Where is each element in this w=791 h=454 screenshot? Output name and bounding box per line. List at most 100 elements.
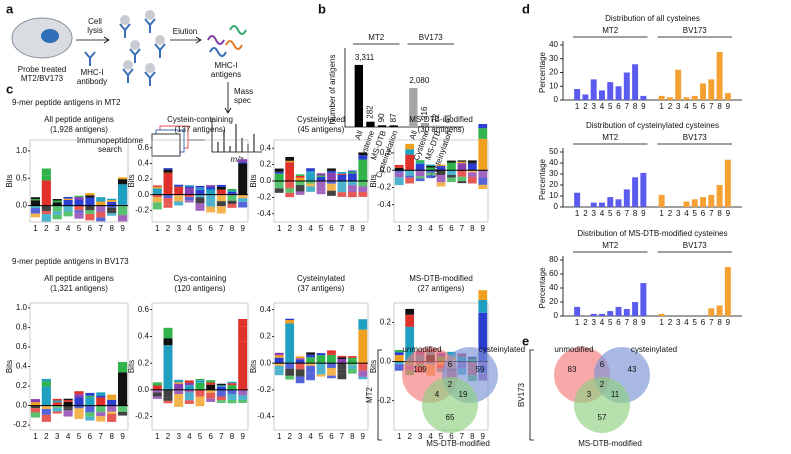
y-axis-label: Percentage	[538, 51, 547, 92]
x-tick-label: 6	[701, 209, 706, 218]
logo-letter	[74, 408, 84, 414]
logo-letter	[52, 202, 62, 206]
arrow-head	[224, 107, 232, 114]
logo-letter	[52, 211, 62, 215]
logo-letter	[74, 397, 84, 406]
logo-frame	[29, 139, 129, 223]
logo-letter	[184, 389, 194, 393]
venn-count: 65	[446, 413, 455, 422]
bar	[582, 94, 589, 100]
logo-letter	[227, 385, 237, 390]
logo-letter	[107, 201, 117, 206]
x-tick-label: 7	[340, 432, 345, 441]
logo-letter	[358, 370, 368, 377]
label: lysis	[87, 26, 103, 35]
x-tick-label: 3	[418, 224, 423, 233]
logo-letter	[274, 365, 284, 370]
logo-letter	[74, 405, 84, 409]
bar	[640, 172, 647, 207]
arrow-head	[195, 36, 202, 44]
x-tick-label: 3	[176, 432, 181, 441]
y-tick-label: 0.0	[380, 357, 392, 366]
x-tick-label: 9	[641, 318, 646, 327]
logo-letter	[63, 408, 73, 411]
logo-letter	[107, 405, 117, 412]
logo-letter	[457, 163, 467, 171]
x-tick-label: 4	[600, 318, 605, 327]
set-label: cysteinylated	[479, 345, 525, 354]
workflow: Probe treated MT2/BV173 Cell lysis MHC-I…	[11, 10, 262, 164]
logo-letter	[227, 203, 237, 208]
y-tick-label: 0.0	[380, 165, 392, 174]
antigen-icons	[207, 25, 247, 57]
logo-letter	[436, 166, 446, 168]
logo-letter	[227, 383, 237, 386]
logo-letter	[394, 367, 404, 371]
logo-letter	[295, 359, 305, 364]
y-tick-label: -0.2	[257, 385, 271, 394]
logo-letter	[285, 363, 295, 369]
value-label: 3,311	[355, 53, 375, 62]
logo-letter	[85, 197, 95, 206]
logo-letter	[327, 181, 336, 184]
x-tick-label: 4	[600, 209, 605, 218]
logo-letter	[285, 192, 295, 198]
bar	[724, 159, 731, 207]
x-tick-label: 7	[625, 102, 630, 111]
bar	[607, 197, 614, 207]
logo-letter	[152, 385, 162, 390]
logo-letter	[216, 189, 226, 195]
logo-letter	[415, 170, 425, 177]
venn-count: 3	[587, 390, 592, 399]
y-axis-label: Bits	[249, 360, 258, 373]
y-tick-label: 0.0	[16, 201, 28, 210]
x-tick-label: All	[408, 129, 420, 141]
chart-title: Distribution of all cysteines	[605, 14, 700, 23]
row-header: 9-mer peptide antigens in BV173	[12, 257, 129, 266]
bar	[724, 93, 731, 100]
x-tick-label: 8	[717, 102, 722, 111]
logo-letter	[206, 382, 216, 385]
logo-letter	[358, 152, 368, 156]
spectrum	[217, 124, 255, 152]
logo-letter	[96, 205, 106, 213]
logo-letter	[306, 183, 315, 187]
logo-letter	[195, 380, 205, 383]
bar	[590, 79, 597, 100]
x-tick-label: 8	[109, 432, 114, 441]
y-tick-label: 40	[549, 40, 558, 49]
logo-letter	[195, 399, 205, 407]
logo-letter	[30, 412, 41, 418]
logo-letter	[337, 187, 347, 193]
logo-letter	[227, 190, 237, 192]
bar	[615, 199, 622, 207]
label: antigens	[211, 70, 241, 79]
logo-letter	[174, 194, 184, 197]
logo-letter	[184, 382, 194, 386]
logo-frame	[273, 302, 369, 431]
x-tick-label: 4	[684, 209, 689, 218]
label: MT2/BV173	[21, 74, 64, 83]
logo-letter	[30, 197, 41, 200]
logo-letter	[316, 374, 326, 377]
logo-letter	[184, 186, 194, 188]
logo-letter	[274, 188, 284, 193]
bar	[607, 82, 614, 100]
logo-letter	[285, 375, 295, 380]
x-tick-label: 4	[66, 224, 71, 233]
logo-letter	[405, 314, 415, 327]
logo-letter	[347, 365, 357, 369]
logo-letter	[415, 162, 425, 165]
spectrum-axes	[211, 118, 262, 153]
logo-letter	[347, 191, 357, 198]
logo-letter	[394, 166, 404, 168]
logo-letter	[74, 212, 84, 219]
y-tick-label: 0	[554, 95, 559, 104]
logo-letter	[30, 405, 41, 409]
group-label: BV173	[683, 26, 708, 35]
x-tick-label: 2	[44, 432, 49, 441]
logo-letter	[327, 172, 336, 181]
logo-letter	[30, 199, 41, 201]
x-tick-label: 5	[198, 224, 203, 233]
row-header: 9-mer peptide antigens in MT2	[12, 98, 121, 107]
